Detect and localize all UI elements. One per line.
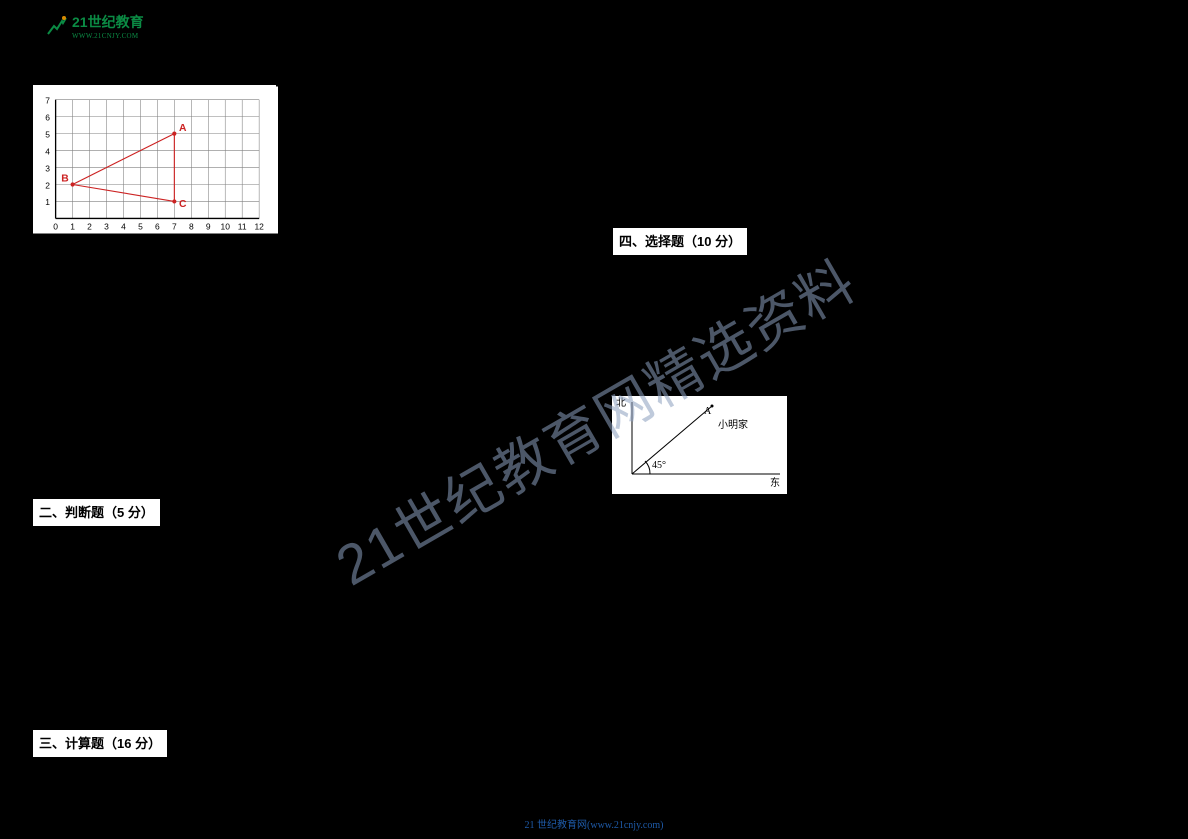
c4: 4/5×25%= [452, 788, 592, 810]
svg-text:7: 7 [45, 95, 50, 105]
c2-4: 99×97/98 [892, 139, 1172, 161]
svg-text:0: 0 [53, 221, 58, 231]
c2-2: 2/3÷5/6×9/10 [892, 78, 1172, 100]
svg-text:5: 5 [138, 221, 143, 231]
svg-text:3: 3 [45, 163, 50, 173]
x1b: B．等腰三角形 [698, 289, 778, 303]
x4a: A．2/7 [626, 528, 662, 542]
x1: 1．下列图形中，对称轴最多的是（ ）。 [612, 264, 1172, 286]
j2: 2、一个三角形，三个内角度数的比是 1:2:3，这是一个锐角三角形。 （ ） [32, 561, 592, 583]
x2: 2．在同一个圆中，直径与半径的比是（ ）。 [612, 307, 1172, 329]
svg-text:4: 4 [45, 146, 50, 156]
x1c: C．等腰梯形 [793, 289, 861, 303]
x4: 4．甲数是乙数的 2/7，乙数是甲数的（ ）。 [612, 504, 1172, 526]
q8-line2: 点 B 的位置用数对表示是________。 [32, 269, 592, 291]
c3: 1/9×18= [312, 788, 452, 810]
grid-diagram: 012 345 678 91011 12 123 456 7 [32, 84, 277, 234]
section-4-header: 四、选择题（10 分） [612, 227, 748, 256]
svg-text:10: 10 [221, 221, 231, 231]
x5a: A．降价了 [626, 572, 683, 586]
svg-text:6: 6 [155, 221, 160, 231]
home-label: 小明家 [718, 418, 748, 431]
x3a: A．南偏西 45° [626, 375, 702, 389]
east-label: 东 [770, 476, 780, 489]
x3b: B．西偏南 45° [717, 375, 793, 389]
svg-text:4: 4 [121, 221, 126, 231]
svg-text:2: 2 [87, 221, 92, 231]
calc-title: 1、直接写出得数（4 分） [32, 766, 592, 788]
svg-text:5: 5 [45, 129, 50, 139]
svg-text:2: 2 [45, 180, 50, 190]
x1d: D．圆形 [876, 289, 921, 303]
q9: 9．一个三角形的三条边的长度比为 2:4:5，最长的边比最短的边长 6 cm。这… [32, 320, 592, 342]
svg-text:9: 9 [206, 221, 211, 231]
section-3-header: 三、计算题（16 分） [32, 729, 168, 758]
x4b: B．7/2 [677, 528, 712, 542]
x2c: C．1:1 [727, 332, 762, 346]
point-a: A [704, 406, 712, 417]
footer-text: 21 世纪教育网(www.21cnjy.com) [525, 820, 664, 831]
calc2-title: 2、能简便的要用简便方法计算（12 分） [612, 56, 1172, 78]
q10: 10．一种盐水，盐和水的比为 1:130。现在有这种盐水共 2620 克，其中盐… [32, 346, 592, 389]
logo-url: WWW.21CNJY.COM [72, 32, 144, 40]
svg-text:7: 7 [172, 221, 177, 231]
q8-line3: 点 C 的位置用数对表示是________。 [32, 295, 592, 317]
j3: 3、甲数的 1/3 和乙数的 1/4 相等，则甲数大于乙数。 （ ） [32, 586, 592, 608]
q8-prefix: 8. 观察右图。（6 分） [32, 56, 592, 78]
left-column: 8. 观察右图。（6 分） [32, 56, 592, 831]
c2: 3/7×7/9= [172, 788, 312, 810]
svg-text:1: 1 [45, 197, 50, 207]
j4: 4、比的前项和后项同时乘以或除以一个相同的数，比值不变。 （ ） [32, 612, 592, 634]
point-b-label: B [61, 173, 69, 184]
x2a: A．2:1 [626, 332, 662, 346]
c2-3: (7/8 + 13/16)÷13/16 [612, 139, 892, 161]
x5: 5．一件商品，先提价 10%后又降价 10%，现价与原价相比（ ）。 [612, 547, 1172, 569]
site-logo: 21世纪教育 WWW.21CNJY.COM [44, 12, 144, 40]
point-a-label: A [179, 122, 187, 133]
q8-line1: 点 A 的位置用数对表示是________。 [32, 244, 592, 266]
c2-1: 5/9×7 + 5/9×11 [612, 78, 892, 100]
q11: 11．一个圆的半径扩大到原来的 2 倍，它的周长扩大到原来的________倍，… [32, 393, 592, 436]
x5b: B．提价了 [698, 572, 754, 586]
x3c: C．东偏北 45° [808, 375, 884, 389]
page-footer: 21 世纪教育网(www.21cnjy.com) [0, 816, 1188, 831]
logo-title: 21世纪教育 [72, 12, 144, 32]
runner-icon [44, 14, 68, 38]
section-2-header: 二、判断题（5 分） [32, 498, 161, 527]
svg-text:11: 11 [238, 221, 247, 231]
x2b: B．1:2 [677, 332, 712, 346]
svg-text:3: 3 [104, 221, 109, 231]
point-c-label: C [179, 199, 187, 210]
x5c: C．不变 [769, 572, 813, 586]
q12: 12．红领巾表示圆形的半径是 2 厘米，它的面积是________平方厘米。 [32, 440, 592, 462]
north-label: 北 [616, 397, 626, 409]
j1: 1、出勤率不可能超过 100%。 （ ） [32, 535, 592, 557]
svg-text:8: 8 [189, 221, 194, 231]
svg-text:1: 1 [70, 221, 75, 231]
svg-text:12: 12 [254, 221, 264, 231]
x3: 3．小明家在学校的东偏北 45°方向上，那么学校在小明家的（ ）方向上。 [612, 351, 1172, 373]
j5: 5、直径是 4 cm 的圆，它的周长和面积相等。 （ ） [32, 637, 592, 659]
q13: 13．一个挂钟的时针长 5 厘米，一昼夜这根时针的尖端走了________厘米。 [32, 466, 592, 488]
x4c: C．5/7 [727, 528, 762, 542]
angle-diagram: 北 东 45° A 小明家 [612, 396, 787, 494]
right-column: 2、能简便的要用简便方法计算（12 分） 5/9×7 + 5/9×11 2/3÷… [612, 56, 1172, 590]
x1a: A．正方形 [626, 289, 683, 303]
angle-label: 45° [652, 460, 666, 471]
svg-text:6: 6 [45, 112, 50, 122]
c1: 1÷2/3= [32, 788, 172, 810]
